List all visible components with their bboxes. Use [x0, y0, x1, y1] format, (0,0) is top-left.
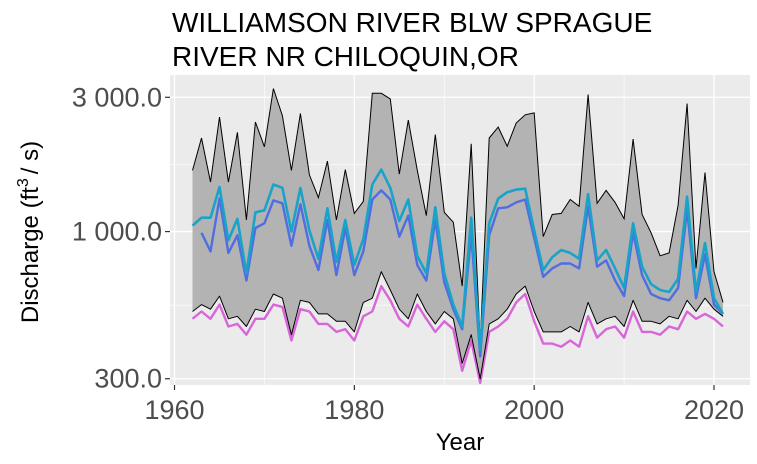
y-axis-ticks: 300.0 1 000.0 3 000.0 [72, 82, 170, 394]
series-line-teal [191, 168, 725, 352]
x-axis-title: Year [436, 429, 485, 456]
x-tick-label-0: 1960 [144, 395, 204, 425]
y-axis-title-sup: 3 [15, 178, 32, 187]
x-tick-label-2: 2000 [504, 395, 564, 425]
ribbon-layer [192, 88, 724, 379]
y-tick-label-1: 1 000.0 [72, 217, 162, 247]
y-axis-title: Discharge (ft3 / s) [15, 141, 44, 323]
series-line-blue [200, 189, 724, 358]
y-axis-title-main: Discharge (ft [17, 187, 44, 323]
range-ribbon [192, 88, 723, 379]
series-line-pink [191, 284, 724, 385]
y-axis-title-tail: / s) [17, 141, 44, 174]
x-tick-label-3: 2020 [684, 395, 744, 425]
y-tick-label-0: 300.0 [94, 364, 162, 394]
series-line-edge [192, 271, 724, 380]
y-tick-label-2: 3 000.0 [72, 82, 162, 112]
x-axis-ticks: 1960 1980 2000 2020 [144, 385, 744, 425]
ribbon-max-edge [192, 88, 724, 344]
y-axis-title-text: Discharge (ft3 / s) [15, 141, 44, 323]
chart-title-line1: WILLIAMSON RIVER BLW SPRAGUE [172, 7, 652, 38]
x-tick-label-1: 1980 [324, 395, 384, 425]
series-layer [191, 168, 725, 385]
chart-title-line2: RIVER NR CHILOQUIN,OR [172, 41, 519, 72]
